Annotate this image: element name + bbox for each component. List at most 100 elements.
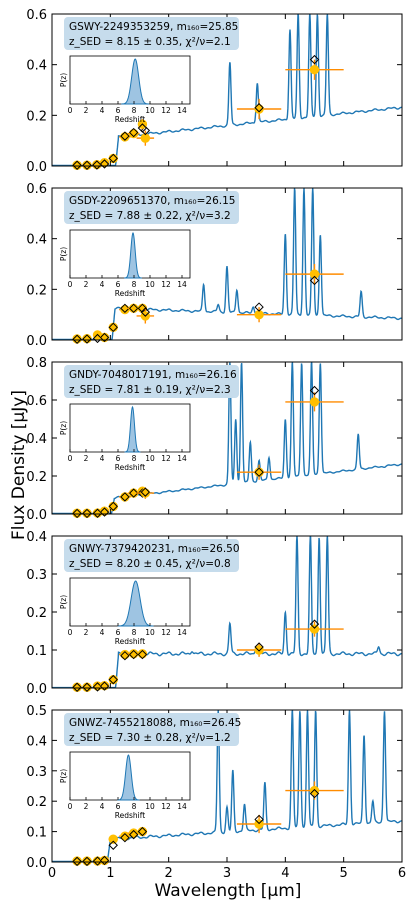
model-flux-marker: [99, 507, 110, 517]
label-box: [64, 713, 239, 746]
model-flux-marker: [120, 303, 130, 314]
model-flux-marker: [99, 159, 110, 169]
inset-x-tick-label: 12: [161, 802, 171, 811]
y-tick-label: 0.5: [26, 704, 47, 719]
inset-x-tick-label: 10: [145, 802, 155, 811]
inset-x-tick-label: 0: [68, 454, 73, 463]
photometry-point: [137, 826, 148, 837]
y-tick-label: 0.3: [26, 568, 47, 583]
inset-x-tick-label: 4: [100, 802, 105, 811]
y-tick-label: 0.4: [26, 432, 47, 447]
y-tick-label: 0.0: [26, 682, 47, 697]
photometry-point: [72, 682, 82, 692]
photometry-point: [254, 104, 264, 114]
photometry-point: [82, 508, 92, 518]
inset-x-tick-label: 8: [132, 280, 137, 289]
y-tick-label: 0.3: [26, 765, 47, 780]
redshift-fit-label: z_SED = 7.30 ± 0.28, χ²/ν=1.2: [69, 732, 231, 744]
inset-x-tick-label: 0: [68, 802, 73, 811]
inset-x-tick-label: 0: [68, 106, 73, 115]
photometry-point: [99, 158, 110, 168]
y-tick-label: 0.6: [26, 182, 47, 197]
inset-x-tick-label: 8: [132, 628, 137, 637]
inset-x-tick-label: 12: [161, 628, 171, 637]
inset-x-tick-label: 10: [145, 454, 155, 463]
inset-x-tick-label: 4: [100, 280, 105, 289]
inset-x-tick-label: 0: [68, 280, 73, 289]
y-tick-label: 0.0: [26, 334, 47, 349]
model-flux-marker: [254, 642, 264, 652]
inset-x-tick-label: 4: [100, 628, 105, 637]
model-flux-marker: [137, 826, 148, 837]
sed-panel: 0.0 0.2 0.4 0.6 GSWY-2249353259, m₁₆₀=25.85 z…: [26, 8, 403, 175]
model-flux-marker: [82, 856, 92, 867]
model-flux-marker: [128, 829, 139, 840]
inset-x-label: Redshift: [115, 637, 146, 646]
x-tick-label: 6: [398, 866, 406, 881]
photometry-point: [254, 645, 264, 655]
y-tick-label: 0.4: [26, 734, 47, 749]
y-tick-label: 0.4: [26, 530, 47, 545]
inset-y-label: P(z): [59, 73, 68, 87]
photometry-point: [254, 467, 264, 477]
model-flux-marker: [254, 302, 264, 312]
sed-panel: 0.0 0.2 0.4 0.6 GSDY-2209651370, m₁₆₀=26.15 z…: [26, 182, 403, 349]
sed-panel: 0.0 0.1 0.2 0.3 0.4 GNWY-7379420231, m₁₆₀=26.…: [26, 530, 403, 697]
model-flux-marker: [108, 674, 118, 685]
inset-x-tick-label: 2: [84, 802, 89, 811]
figure-x-label: Wavelength [μm]: [155, 881, 302, 901]
model-flux-marker: [99, 332, 110, 343]
photometry-point: [128, 128, 139, 139]
y-tick-label: 0.1: [26, 826, 47, 841]
model-flux-marker: [128, 649, 139, 660]
model-flux-marker: [309, 54, 320, 65]
model-flux-marker: [108, 840, 118, 850]
inset-x-label: Redshift: [115, 289, 146, 298]
pz-curve: [117, 754, 140, 801]
model-flux-marker: [309, 619, 320, 629]
photometry-point: [309, 397, 320, 407]
inset-x-tick-label: 8: [132, 454, 137, 463]
sed-panel: 0.0 0.2 0.4 0.6 0.8 GNDY-7048017191, m₁₆₀=26.…: [26, 356, 403, 523]
inset-x-tick-label: 6: [116, 454, 121, 463]
model-flux-marker: [92, 160, 102, 170]
photometry-point: [309, 785, 320, 796]
model-flux-marker: [140, 487, 151, 497]
model-flux-marker: [82, 508, 92, 519]
y-tick-label: 0.2: [26, 470, 47, 485]
y-tick-label: 0.0: [26, 160, 47, 175]
y-tick-label: 0.2: [26, 795, 47, 810]
inset-x-tick-label: 14: [177, 106, 187, 115]
model-flux-marker: [72, 856, 82, 867]
photometry-point: [108, 834, 118, 844]
y-tick-label: 0.1: [26, 644, 47, 659]
model-flux-marker: [99, 855, 110, 866]
pz-curve: [124, 231, 142, 279]
y-tick-label: 0.0: [26, 508, 47, 523]
redshift-fit-label: z_SED = 8.15 ± 0.35, χ²/ν=2.1: [69, 36, 231, 48]
photometry-point: [309, 269, 320, 279]
inset-x-tick-label: 0: [68, 628, 73, 637]
model-flux-marker: [254, 814, 264, 825]
inset-x-tick-label: 2: [84, 454, 89, 463]
x-tick-label: 0: [48, 866, 56, 881]
x-tick-label: 4: [281, 866, 289, 881]
object-name-label: GNWY-7379420231, m₁₆₀=26.50: [69, 543, 240, 555]
redshift-fit-label: z_SED = 7.88 ± 0.22, χ²/ν=3.2: [69, 210, 231, 222]
photometry-point: [140, 488, 151, 498]
label-box: [64, 17, 239, 50]
model-flux-marker: [137, 649, 148, 660]
photometry-point: [108, 674, 118, 685]
object-name-label: GSDY-2209651370, m₁₆₀=26.15: [69, 195, 235, 207]
y-tick-label: 0.2: [26, 283, 47, 298]
inset-x-tick-label: 6: [116, 280, 121, 289]
figure-y-label: Flux Density [μJy]: [9, 390, 29, 540]
photometry-point: [120, 831, 130, 841]
inset-x-tick-label: 14: [177, 628, 187, 637]
inset-x-tick-label: 10: [145, 280, 155, 289]
model-flux-marker: [128, 488, 139, 498]
inset-x-tick-label: 10: [145, 628, 155, 637]
y-tick-label: 0.6: [26, 8, 47, 23]
inset-y-label: P(z): [59, 595, 68, 609]
